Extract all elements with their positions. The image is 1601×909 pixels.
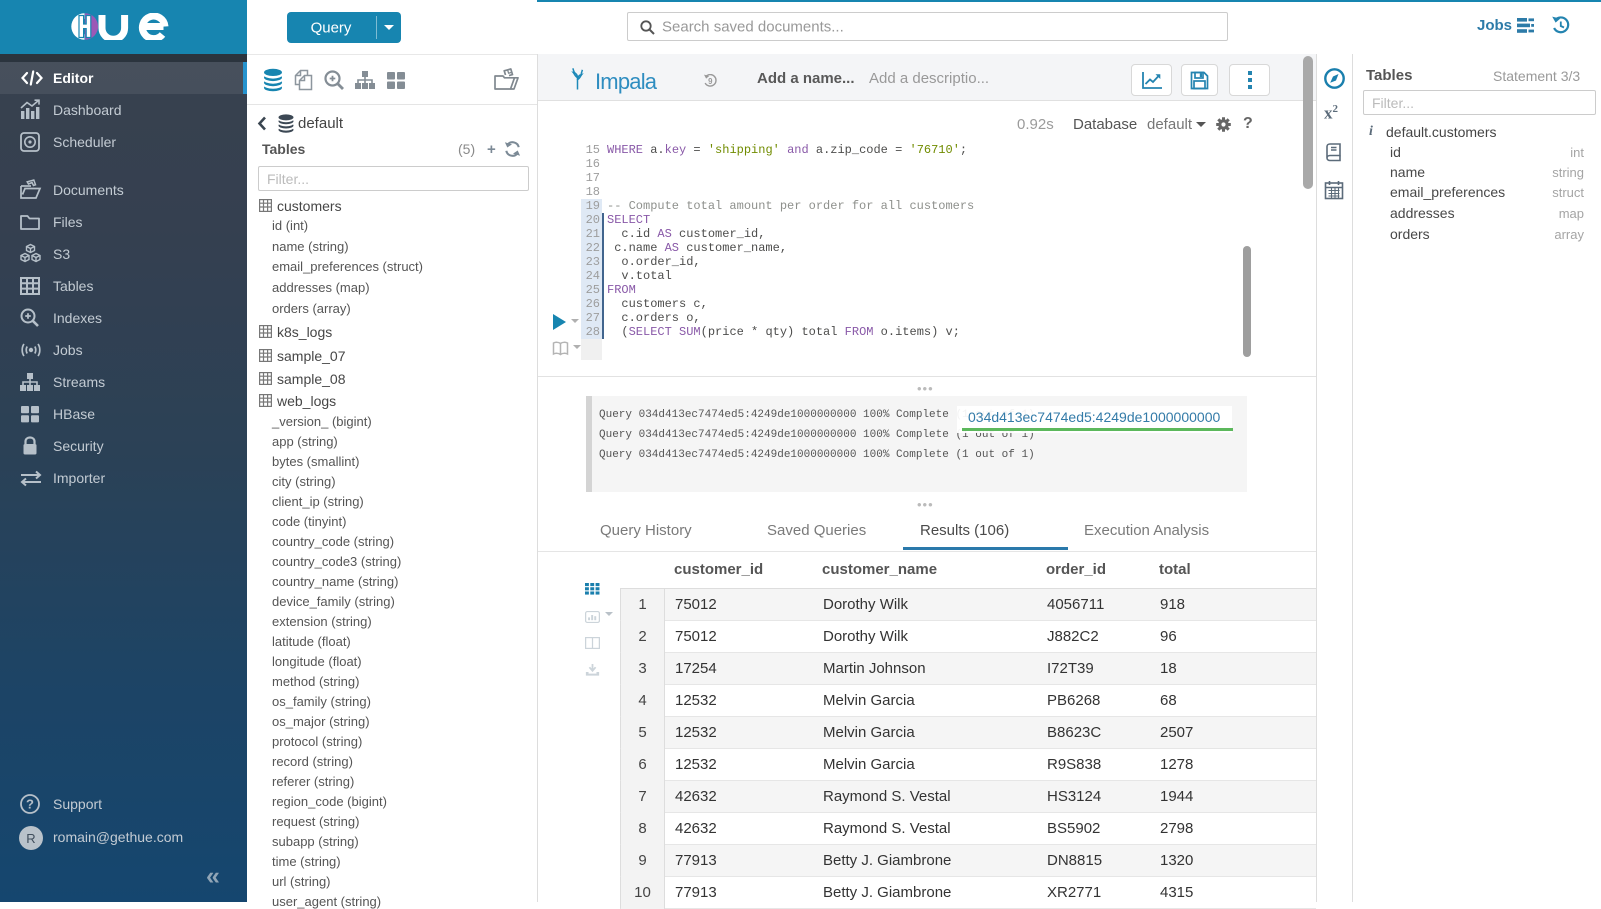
svg-text:R: R — [26, 831, 35, 846]
svg-text:9: 9 — [708, 77, 713, 86]
svg-text:?: ? — [26, 797, 34, 812]
